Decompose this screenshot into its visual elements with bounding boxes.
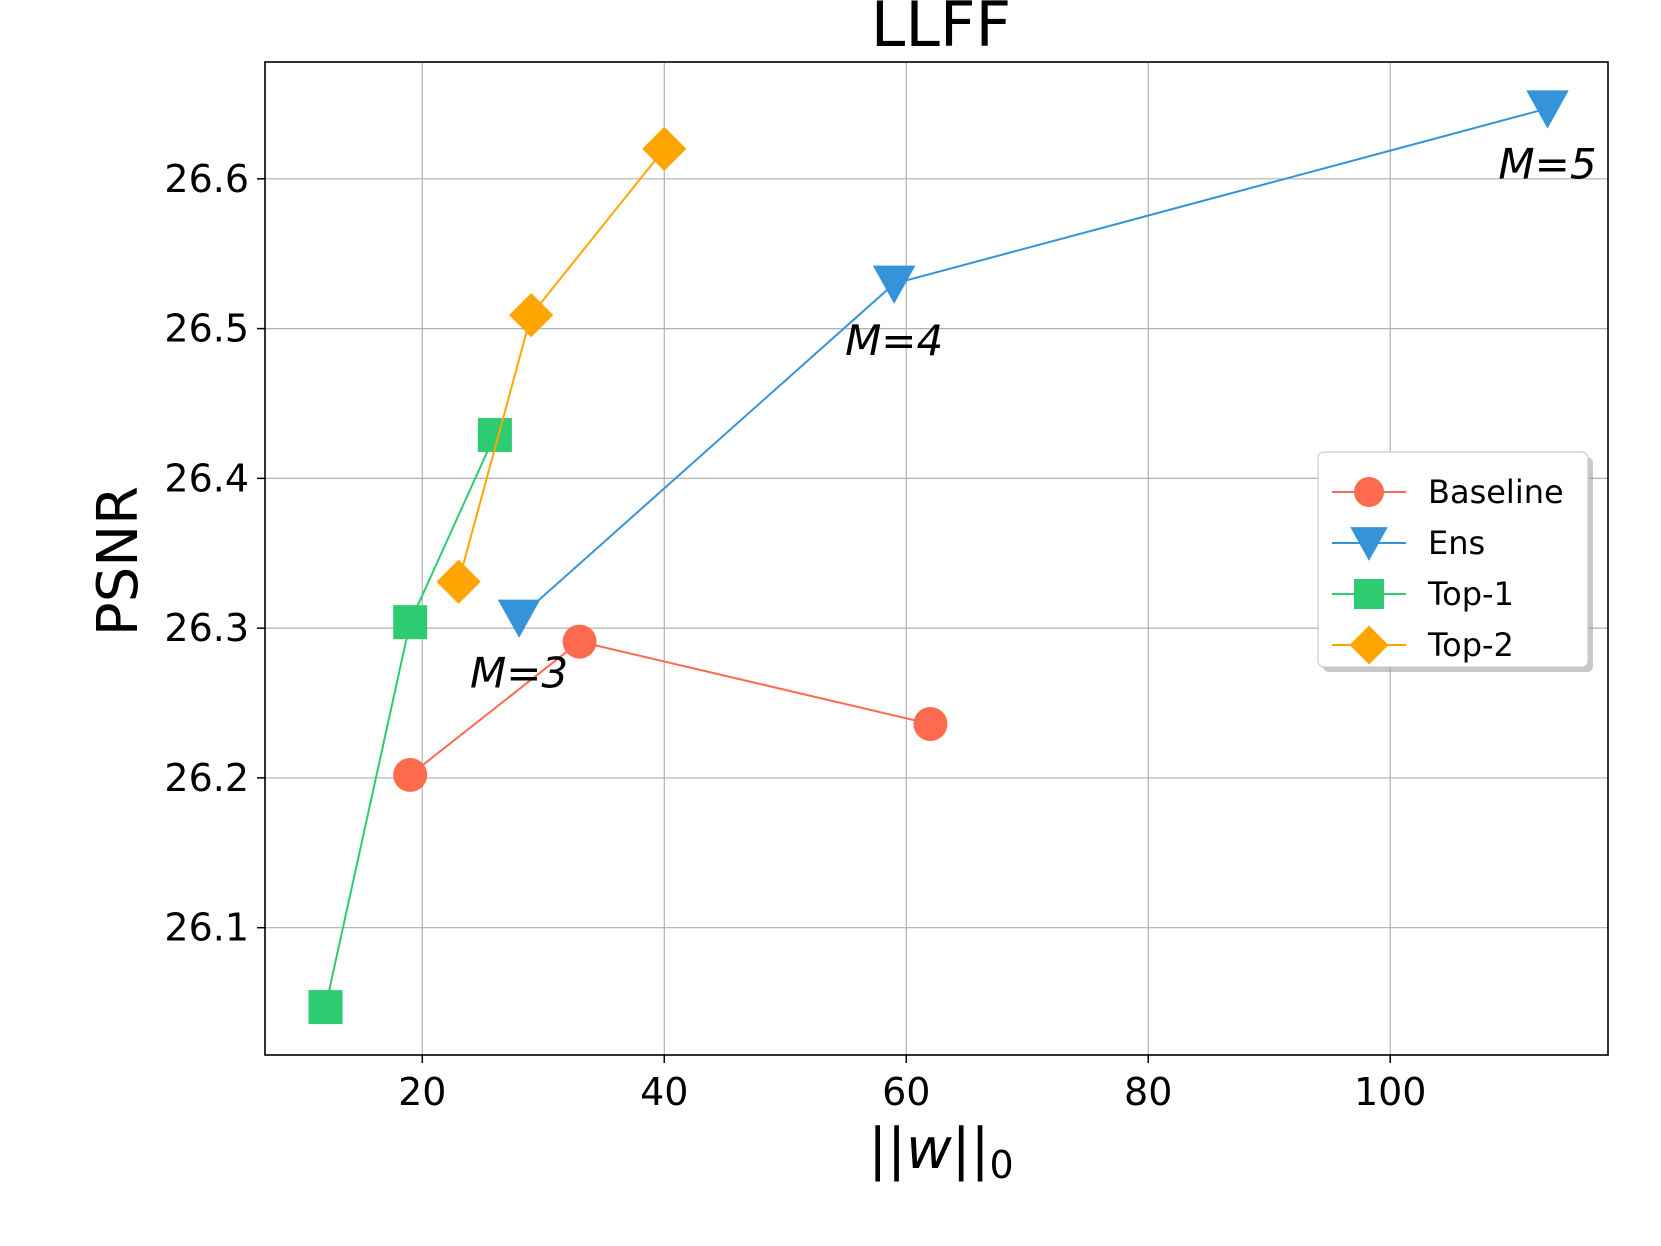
tick-labels: 20 40 60 80 100 26.1 26.2 26.3 26.4 26.5 26.6 bbox=[164, 157, 1426, 1114]
point-top-1 bbox=[308, 990, 343, 1025]
point-top-2 bbox=[436, 559, 481, 604]
plot-frame bbox=[264, 61, 1609, 1056]
series-line-top-1 bbox=[324, 434, 496, 1008]
point-ens bbox=[497, 599, 541, 638]
legend-label-baseline: Baseline bbox=[1428, 473, 1564, 511]
series-top-1 bbox=[308, 417, 512, 1025]
y-tick-label: 26.4 bbox=[164, 456, 249, 500]
legend-entry-top-1: Top-1 bbox=[1332, 575, 1514, 613]
legend-entry-baseline: Baseline bbox=[1332, 473, 1564, 511]
series-top-2 bbox=[436, 126, 687, 604]
legend: Baseline Ens Top-1 Top-2 bbox=[1317, 451, 1593, 672]
y-axis-title: PSNR bbox=[86, 486, 151, 636]
point-baseline bbox=[913, 707, 948, 741]
x-axis-title-subscript: 0 bbox=[990, 1143, 1014, 1187]
series-ens bbox=[497, 90, 1569, 638]
y-tick-label: 26.1 bbox=[164, 906, 249, 950]
legend-entry-top-2: Top-2 bbox=[1332, 625, 1514, 665]
x-tick-label: 40 bbox=[640, 1070, 688, 1114]
legend-marker-top-1 bbox=[1354, 579, 1384, 609]
x-tick-label: 60 bbox=[882, 1070, 930, 1114]
point-baseline bbox=[562, 624, 597, 659]
x-axis-title-main: ||w|| bbox=[868, 1117, 989, 1182]
y-tick-label: 26.3 bbox=[164, 606, 249, 650]
point-top-1 bbox=[393, 605, 428, 640]
point-top-2 bbox=[509, 293, 554, 338]
chart-title: LLFF bbox=[871, 0, 1011, 61]
series-layer bbox=[308, 90, 1569, 1025]
legend-label-top-2: Top-2 bbox=[1427, 626, 1514, 664]
legend-marker-top-2 bbox=[1349, 625, 1389, 665]
point-baseline bbox=[393, 757, 428, 792]
annotation-label: M=5 bbox=[1498, 139, 1596, 188]
point-ens bbox=[872, 265, 916, 304]
y-tick-label: 26.2 bbox=[164, 756, 249, 800]
legend-marker-baseline bbox=[1354, 477, 1384, 507]
x-axis-title: ||w||0 bbox=[868, 1117, 1013, 1187]
series-baseline bbox=[393, 624, 948, 792]
legend-box bbox=[1317, 451, 1589, 668]
y-tick-label: 26.6 bbox=[164, 157, 249, 201]
y-tick-label: 26.5 bbox=[164, 307, 249, 351]
x-tick-label: 20 bbox=[398, 1070, 446, 1114]
annotation-label: M=3 bbox=[470, 649, 568, 698]
x-tick-label: 100 bbox=[1354, 1070, 1427, 1114]
annotation-label: M=4 bbox=[845, 316, 943, 365]
legend-label-top-1: Top-1 bbox=[1427, 575, 1514, 613]
point-ens bbox=[1526, 90, 1569, 129]
legend-marker-ens bbox=[1350, 527, 1388, 561]
annotations: M=3 M=4 M=5 bbox=[470, 139, 1597, 697]
x-tick-label: 80 bbox=[1124, 1070, 1172, 1114]
legend-label-ens: Ens bbox=[1428, 524, 1485, 562]
point-top-2 bbox=[642, 126, 687, 171]
legend-entry-ens: Ens bbox=[1332, 524, 1485, 562]
